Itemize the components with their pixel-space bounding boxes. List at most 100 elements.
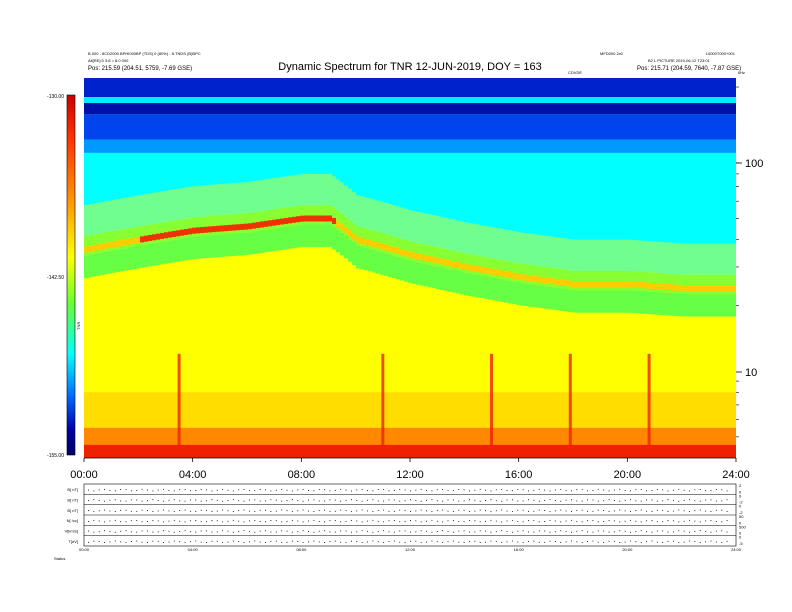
- panel-data-point: [426, 499, 427, 501]
- band-green: [384, 253, 388, 276]
- band-cyan: [504, 114, 508, 261]
- panel-data-point: [624, 489, 626, 491]
- band-orange-yellow: [548, 392, 552, 428]
- panel-data-point: [619, 542, 621, 543]
- plasma-line-segment: [500, 270, 504, 277]
- band-green: [152, 243, 156, 266]
- band-red: [296, 444, 300, 458]
- band-orange-yellow: [612, 392, 616, 428]
- band-green: [676, 293, 680, 317]
- band-green: [88, 254, 92, 278]
- panel-data-point: [238, 500, 240, 502]
- panel-data-point: [152, 540, 154, 542]
- panel-data-point: [93, 519, 95, 521]
- plasma-halo: [372, 199, 376, 231]
- band-green: [708, 294, 712, 317]
- band-cyan: [196, 114, 200, 218]
- panel-data-point: [120, 500, 122, 502]
- panel-data-point: [651, 510, 653, 512]
- panel-data-point: [98, 510, 100, 512]
- band-red: [260, 444, 264, 458]
- plasma-halo: [416, 211, 420, 244]
- band-red: [524, 444, 528, 458]
- panel-data-point: [232, 511, 234, 513]
- band-green: [700, 294, 704, 317]
- plasma-halo: [284, 176, 288, 208]
- plasma-halo: [648, 241, 652, 273]
- band-red: [540, 444, 544, 458]
- band-cyan: [200, 114, 204, 217]
- plasma-halo: [396, 206, 400, 238]
- panel-data-point: [672, 520, 674, 522]
- panel-data-point: [281, 488, 283, 490]
- panel-data-point: [694, 541, 696, 543]
- x-tick-label: 24:00: [722, 469, 750, 481]
- band-orange: [576, 427, 580, 445]
- band-cyan: [652, 114, 656, 273]
- panel-data-point: [243, 500, 245, 502]
- panel-tick-top: 50: [739, 514, 744, 519]
- panel-label: N[ /cc]: [67, 518, 78, 523]
- panel-data-point: [452, 490, 454, 492]
- band-red: [600, 444, 604, 458]
- band-green-top: [128, 228, 132, 248]
- band-green-top: [420, 243, 424, 264]
- plasma-halo: [508, 230, 512, 262]
- panel-data-point: [452, 531, 454, 533]
- panel-data-point: [662, 521, 664, 523]
- band-green: [124, 248, 128, 271]
- band-green-top: [488, 257, 492, 278]
- panel-data-point: [350, 519, 352, 521]
- plasma-halo: [388, 203, 392, 236]
- panel-data-point: [168, 520, 170, 522]
- band-green: [320, 224, 324, 247]
- band-red: [164, 444, 168, 458]
- band-green-top: [500, 260, 504, 280]
- band-cyan: [396, 114, 400, 238]
- type-iii-burst-2: [490, 353, 493, 458]
- band-cyan: [592, 114, 596, 271]
- plasma-halo: [524, 233, 528, 265]
- band-green: [556, 287, 560, 311]
- band-green: [416, 262, 420, 285]
- panel-data-point: [238, 489, 240, 491]
- band-orange: [324, 427, 328, 445]
- band-green-top: [636, 271, 640, 291]
- band-orange-yellow: [140, 392, 144, 428]
- plasma-line-segment: [256, 222, 260, 229]
- panel-data-point: [544, 510, 546, 512]
- plasma-line-segment: [556, 278, 560, 285]
- plasma-halo: [124, 197, 128, 229]
- band-green: [672, 293, 676, 316]
- band-green-top: [524, 264, 528, 284]
- band-green-top: [148, 224, 152, 244]
- panel-data-point: [168, 499, 170, 501]
- panel-data-point: [587, 520, 588, 522]
- panel-data-point: [147, 510, 148, 511]
- panel-data-point: [173, 519, 175, 521]
- band-green-top: [708, 274, 712, 295]
- band-green-top: [240, 213, 244, 233]
- band-green-top: [668, 273, 672, 294]
- band-orange-yellow: [492, 392, 496, 428]
- panel-data-point: [538, 488, 540, 490]
- panel-data-point: [592, 531, 594, 533]
- panel-data-point: [291, 499, 293, 501]
- plasma-halo: [460, 221, 464, 253]
- band-green-top: [640, 271, 644, 292]
- plasma-halo: [140, 194, 144, 227]
- band-red: [636, 444, 640, 458]
- band-cyan: [136, 114, 140, 227]
- panel-data-point: [587, 510, 588, 512]
- band-red: [128, 444, 132, 458]
- panel-data-point: [576, 520, 578, 522]
- band-orange: [320, 427, 324, 445]
- band-green-top: [380, 232, 384, 253]
- plasma-line-segment: [224, 225, 228, 232]
- plasma-line-segment: [192, 227, 196, 234]
- band-red: [276, 444, 280, 458]
- band-orange-yellow: [624, 392, 628, 428]
- panel-data-point: [179, 500, 181, 502]
- panel-data-point: [200, 509, 202, 511]
- plasma-line-segment: [364, 238, 368, 245]
